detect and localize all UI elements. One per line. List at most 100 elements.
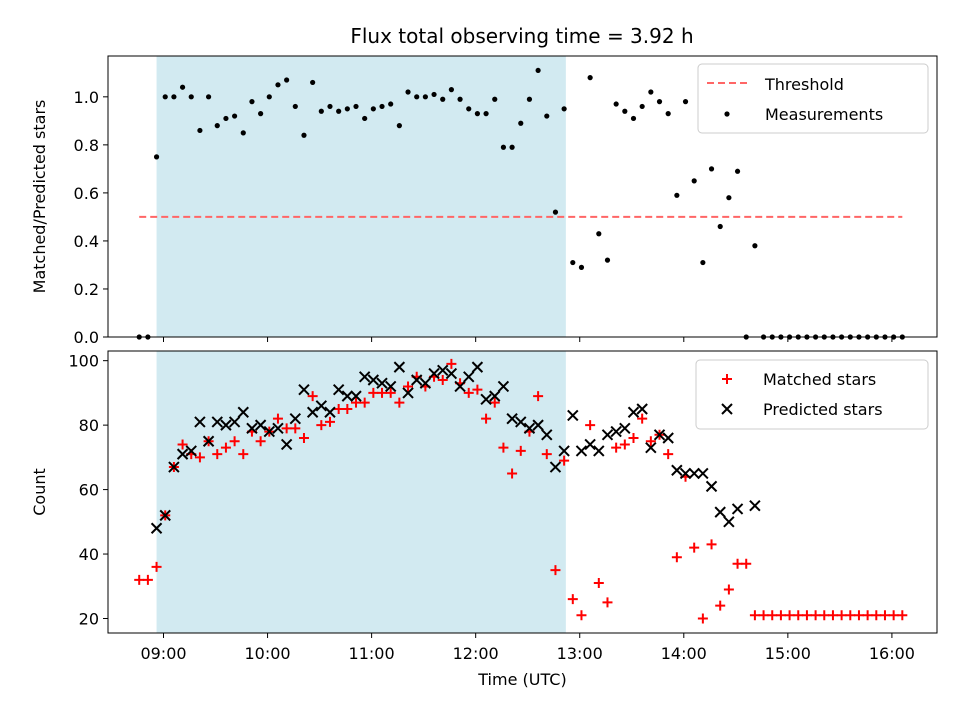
measurement-point [153, 154, 160, 160]
matched-stars-point [853, 610, 864, 621]
matched-stars-point [489, 397, 500, 408]
matched-stars-point [689, 542, 700, 553]
measurement-point [648, 89, 654, 95]
bottom-observing-span [156, 351, 566, 633]
predicted-stars-point [489, 390, 501, 402]
matched-stars-point [793, 610, 804, 621]
predicted-stars-point [228, 416, 241, 428]
matched-stars-point [758, 610, 769, 621]
matched-stars-point [359, 397, 370, 408]
measurement-point [284, 77, 290, 83]
measurement-point [622, 108, 628, 114]
matched-stars-point [732, 558, 743, 569]
matched-stars-point [194, 452, 205, 463]
matched-stars-point [446, 358, 457, 369]
predicted-stars-point [506, 412, 518, 425]
matched-stars-point [723, 584, 734, 595]
predicted-stars-point [185, 445, 197, 457]
matched-stars-point [593, 578, 604, 589]
matched-stars-point [238, 449, 249, 460]
top-ytick-label: 0.6 [74, 184, 99, 203]
bottom-legend: Matched stars Predicted stars [695, 359, 929, 430]
predicted-stars-point [280, 438, 293, 451]
measurement-point [726, 195, 732, 201]
predicted-stars-point [272, 422, 284, 435]
matched-stars-point [463, 387, 474, 398]
measurement-point [613, 101, 619, 107]
top-panel: 0.0 0.2 0.4 0.6 0.8 1.0 Matched/Predicted star… [30, 55, 938, 347]
predicted-stars-point [463, 371, 475, 383]
measurement-point [752, 243, 758, 249]
xtick-label: 16:00 [869, 644, 915, 663]
predicted-stars-point [306, 406, 319, 418]
predicted-stars-point [263, 425, 275, 438]
xtick-label: 09:00 [140, 644, 186, 663]
matched-stars-point [403, 381, 414, 392]
matched-stars-point [715, 600, 726, 611]
matched-stars-point [324, 416, 335, 427]
predicted-stars-point [402, 387, 414, 399]
measurement-point [266, 94, 272, 100]
predicted-stars-point [410, 374, 423, 386]
top-ytick-label: 0.2 [74, 280, 99, 299]
matched-stars-point [819, 610, 830, 621]
matched-stars-point [541, 449, 552, 460]
xtick-label: 12:00 [453, 644, 499, 663]
predicted-stars-point [159, 509, 171, 522]
measurement-point [682, 99, 689, 105]
matched-stars-point [602, 597, 613, 608]
matched-stars-point [645, 436, 656, 447]
measurement-point [604, 257, 611, 263]
measurement-point [448, 87, 454, 93]
measurement-point [405, 89, 411, 95]
predicted-stars-point [454, 380, 466, 393]
predicted-stars-point [246, 422, 258, 435]
predicted-stars-point [723, 516, 735, 528]
predicted-stars-point [237, 406, 249, 418]
predicted-stars-point [532, 419, 544, 431]
xtick-label: 11:00 [349, 644, 395, 663]
measurement-point [674, 192, 680, 198]
predicted-stars-point [220, 419, 232, 431]
matched-stars-point [281, 423, 292, 434]
matched-stars-point [845, 610, 856, 621]
figure-title: Flux total observing time = 3.92 h [350, 24, 693, 48]
measurement-point [596, 231, 602, 237]
measurement-point [500, 144, 507, 150]
matched-stars-point [801, 610, 812, 621]
predicted-stars-point [671, 464, 683, 476]
matched-stars-point [368, 387, 379, 398]
matched-stars-point [220, 442, 231, 453]
predicted-stars-point [341, 390, 354, 402]
matched-stars-point [784, 610, 795, 621]
measurement-point [310, 79, 316, 86]
predicted-stars-point [150, 522, 163, 534]
bottom-ytick-label: 80 [79, 416, 99, 435]
predicted-stars-point [194, 416, 206, 428]
xtick-label: 14:00 [661, 644, 707, 663]
predicted-stars-point [376, 377, 388, 389]
matched-stars-point [151, 561, 162, 572]
measurement-point [526, 96, 533, 102]
measurement-point [362, 115, 368, 122]
legend-threshold-label: Threshold [764, 75, 844, 94]
predicted-stars-point [393, 361, 406, 373]
matched-stars-point [749, 610, 760, 621]
matched-stars-point [316, 420, 327, 431]
measurement-point [223, 115, 229, 122]
predicted-stars-point [367, 374, 380, 386]
matched-stars-point [377, 387, 388, 398]
predicted-stars-point [437, 364, 449, 377]
measurement-point [570, 259, 576, 266]
bottom-panel: 20 40 60 80 100 09:00 10:00 11:00 12:00 13:00 14:0… [30, 350, 938, 689]
matched-stars-point [576, 610, 587, 621]
measurement-point [414, 94, 420, 100]
predicted-stars-point [558, 445, 570, 457]
legend-box [697, 63, 929, 134]
measurement-point [544, 113, 550, 119]
legend-matched-label: Matched stars [763, 370, 876, 389]
legend-predicted-label: Predicted stars [763, 400, 883, 419]
measurement-point [474, 111, 481, 117]
matched-stars-point [507, 468, 518, 479]
measurement-point [396, 123, 402, 129]
